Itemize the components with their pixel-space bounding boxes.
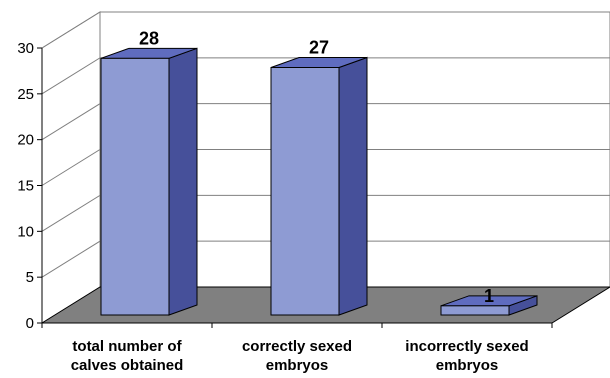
bar-side — [338, 56, 368, 316]
gridlines — [41, 11, 610, 278]
category-label-line: embryos — [436, 357, 499, 374]
category-label: correctly sexed embryos — [242, 338, 352, 374]
y-tick-label: 5 — [26, 269, 34, 286]
y-tick-label: 25 — [17, 86, 34, 103]
gridline — [41, 103, 610, 141]
bars — [100, 47, 538, 316]
y-tick-label: 20 — [17, 132, 34, 149]
category-label-line: embryos — [266, 357, 329, 374]
bar-side — [168, 47, 198, 316]
y-tick-label: 15 — [17, 178, 34, 195]
category-label-line: calves obtained — [71, 357, 184, 374]
category-label: total number of calves obtained — [71, 338, 184, 374]
gridline — [41, 194, 610, 232]
gridline — [41, 149, 610, 186]
data-label: 27 — [309, 38, 329, 58]
y-tick-label: 10 — [17, 223, 34, 240]
bar-front — [100, 57, 170, 316]
data-labels: 28 27 1 — [139, 28, 494, 306]
y-tick-label: 0 — [26, 315, 34, 332]
gridline — [41, 11, 610, 49]
category-label-line: correctly sexed — [242, 338, 352, 355]
bar — [270, 56, 368, 316]
bar-front — [270, 67, 340, 316]
data-label: 28 — [139, 28, 159, 48]
category-label-line: total number of — [72, 338, 182, 355]
gridline — [41, 57, 610, 95]
bar — [440, 295, 538, 316]
category-label: incorrectly sexed embryos — [405, 338, 528, 374]
data-label: 1 — [484, 286, 494, 306]
gridline — [41, 240, 610, 278]
y-axis: 0 5 10 15 20 25 30 — [17, 40, 553, 332]
y-tick-label: 30 — [17, 40, 34, 57]
category-labels: total number of calves obtained correctly … — [71, 338, 529, 374]
bar — [100, 47, 198, 316]
bar-front — [440, 305, 510, 316]
category-label-line: incorrectly sexed — [405, 338, 528, 355]
